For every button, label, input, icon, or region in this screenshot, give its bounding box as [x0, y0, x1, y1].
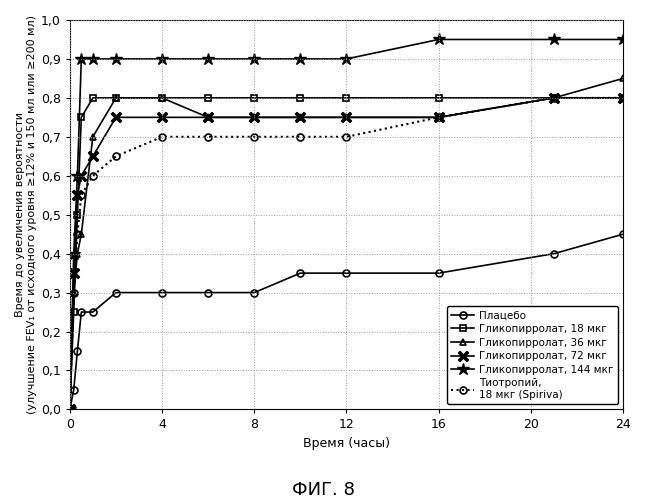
- Гликопирролат, 72 мкг: [112, 114, 120, 120]
- Гликопирролат, 72 мкг: [620, 95, 627, 101]
- Тиотропий,
18 мкг (Spiriva): [89, 173, 97, 179]
- Гликопирролат, 72 мкг: [66, 406, 74, 412]
- Гликопирролат, 18 мкг: [89, 95, 97, 101]
- Плацебо: [74, 348, 81, 354]
- Гликопирролат, 18 мкг: [78, 114, 85, 120]
- Плацебо: [78, 309, 85, 315]
- Плацебо: [89, 309, 97, 315]
- X-axis label: Время (часы): Время (часы): [303, 437, 390, 450]
- Гликопирролат, 144 мкг: [251, 56, 258, 62]
- Гликопирролат, 144 мкг: [112, 56, 120, 62]
- Плацебо: [550, 250, 558, 256]
- Гликопирролат, 72 мкг: [78, 173, 85, 179]
- Тиотропий,
18 мкг (Spiriva): [70, 290, 78, 296]
- Гликопирролат, 72 мкг: [204, 114, 212, 120]
- Legend: Плацебо, Гликопирролат, 18 мкг, Гликопирролат, 36 мкг, Гликопирролат, 72 мкг, Гл: Плацебо, Гликопирролат, 18 мкг, Гликопир…: [447, 306, 618, 404]
- Гликопирролат, 18 мкг: [550, 95, 558, 101]
- Плацебо: [112, 290, 120, 296]
- Line: Гликопирролат, 144 мкг: Гликопирролат, 144 мкг: [63, 33, 629, 415]
- Тиотропий,
18 мкг (Spiriva): [204, 134, 212, 140]
- Гликопирролат, 144 мкг: [204, 56, 212, 62]
- Гликопирролат, 36 мкг: [435, 114, 443, 120]
- Плацебо: [66, 406, 74, 412]
- Гликопирролат, 36 мкг: [342, 114, 350, 120]
- Тиотропий,
18 мкг (Spiriva): [342, 134, 350, 140]
- Гликопирролат, 144 мкг: [297, 56, 304, 62]
- Гликопирролат, 18 мкг: [342, 95, 350, 101]
- Гликопирролат, 144 мкг: [342, 56, 350, 62]
- Гликопирролат, 72 мкг: [342, 114, 350, 120]
- Тиотропий,
18 мкг (Spiriva): [74, 231, 81, 237]
- Гликопирролат, 144 мкг: [435, 36, 443, 43]
- Гликопирролат, 72 мкг: [297, 114, 304, 120]
- Гликопирролат, 18 мкг: [251, 95, 258, 101]
- Тиотропий,
18 мкг (Spiriva): [78, 192, 85, 198]
- Гликопирролат, 18 мкг: [435, 95, 443, 101]
- Гликопирролат, 18 мкг: [204, 95, 212, 101]
- Гликопирролат, 18 мкг: [297, 95, 304, 101]
- Гликопирролат, 36 мкг: [550, 95, 558, 101]
- Тиотропий,
18 мкг (Spiriva): [550, 95, 558, 101]
- Гликопирролат, 36 мкг: [74, 250, 81, 256]
- Тиотропий,
18 мкг (Spiriva): [297, 134, 304, 140]
- Плацебо: [342, 270, 350, 276]
- Гликопирролат, 72 мкг: [158, 114, 166, 120]
- Гликопирролат, 36 мкг: [158, 95, 166, 101]
- Гликопирролат, 144 мкг: [620, 36, 627, 43]
- Гликопирролат, 144 мкг: [66, 406, 74, 412]
- Гликопирролат, 18 мкг: [158, 95, 166, 101]
- Гликопирролат, 72 мкг: [435, 114, 443, 120]
- Гликопирролат, 144 мкг: [158, 56, 166, 62]
- Гликопирролат, 18 мкг: [74, 212, 81, 218]
- Гликопирролат, 18 мкг: [112, 95, 120, 101]
- Гликопирролат, 36 мкг: [66, 406, 74, 412]
- Плацебо: [204, 290, 212, 296]
- Гликопирролат, 36 мкг: [89, 134, 97, 140]
- Гликопирролат, 36 мкг: [620, 76, 627, 82]
- Тиотропий,
18 мкг (Spiriva): [435, 114, 443, 120]
- Гликопирролат, 18 мкг: [70, 309, 78, 315]
- Тиотропий,
18 мкг (Spiriva): [251, 134, 258, 140]
- Гликопирролат, 36 мкг: [251, 114, 258, 120]
- Text: ФИГ. 8: ФИГ. 8: [291, 481, 355, 499]
- Line: Плацебо: Плацебо: [67, 230, 627, 413]
- Гликопирролат, 144 мкг: [70, 250, 78, 256]
- Плацебо: [620, 231, 627, 237]
- Гликопирролат, 36 мкг: [204, 114, 212, 120]
- Тиотропий,
18 мкг (Spiriva): [158, 134, 166, 140]
- Line: Гликопирролат, 36 мкг: Гликопирролат, 36 мкг: [67, 75, 627, 413]
- Гликопирролат, 144 мкг: [89, 56, 97, 62]
- Гликопирролат, 18 мкг: [66, 406, 74, 412]
- Гликопирролат, 36 мкг: [297, 114, 304, 120]
- Гликопирролат, 36 мкг: [112, 95, 120, 101]
- Плацебо: [297, 270, 304, 276]
- Тиотропий,
18 мкг (Spiriva): [66, 406, 74, 412]
- Гликопирролат, 18 мкг: [620, 95, 627, 101]
- Line: Тиотропий,
18 мкг (Spiriva): Тиотропий, 18 мкг (Spiriva): [67, 94, 627, 413]
- Гликопирролат, 144 мкг: [550, 36, 558, 43]
- Гликопирролат, 36 мкг: [70, 290, 78, 296]
- Гликопирролат, 72 мкг: [74, 192, 81, 198]
- Тиотропий,
18 мкг (Spiriva): [620, 95, 627, 101]
- Плацебо: [435, 270, 443, 276]
- Гликопирролат, 72 мкг: [70, 270, 78, 276]
- Line: Гликопирролат, 72 мкг: Гликопирролат, 72 мкг: [65, 93, 628, 414]
- Line: Гликопирролат, 18 мкг: Гликопирролат, 18 мкг: [67, 94, 627, 413]
- Гликопирролат, 36 мкг: [78, 231, 85, 237]
- Гликопирролат, 144 мкг: [74, 173, 81, 179]
- Гликопирролат, 144 мкг: [78, 56, 85, 62]
- Плацебо: [70, 387, 78, 393]
- Гликопирролат, 72 мкг: [251, 114, 258, 120]
- Гликопирролат, 72 мкг: [550, 95, 558, 101]
- Плацебо: [251, 290, 258, 296]
- Плацебо: [158, 290, 166, 296]
- Гликопирролат, 72 мкг: [89, 154, 97, 160]
- Y-axis label: Время до увеличения вероятности
(улучшение FEV₁ от исходного уровня ≥12% и 150 м: Время до увеличения вероятности (улучшен…: [15, 15, 37, 414]
- Тиотропий,
18 мкг (Spiriva): [112, 154, 120, 160]
